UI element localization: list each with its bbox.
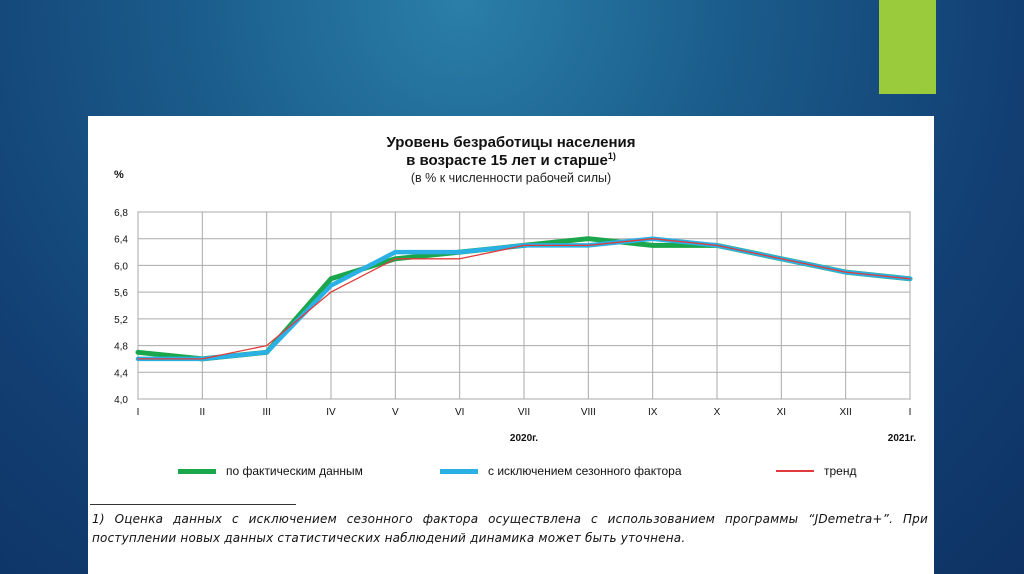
y-tick-label: 6,0: [114, 261, 128, 272]
x-tick-label: IX: [648, 407, 658, 418]
x-tick-label: X: [714, 407, 721, 418]
x-tick-label: V: [392, 407, 399, 418]
legend-label-actual: по фактическим данным: [226, 464, 363, 478]
legend-swatch-trend: [776, 470, 814, 472]
chart-title-line2-text: в возрасте 15 лет и старше: [406, 152, 608, 169]
x-tick-label: III: [262, 407, 270, 418]
y-tick-label: 5,2: [114, 315, 128, 326]
y-tick-label: 4,4: [114, 368, 128, 379]
y-tick-label: 6,8: [114, 208, 128, 219]
y-tick-label: 4,0: [114, 395, 128, 406]
x-tick-label: XI: [777, 407, 786, 418]
y-tick-label: 4,8: [114, 342, 128, 353]
x-tick-label: XII: [840, 407, 852, 418]
accent-bar: [879, 0, 936, 94]
y-tick-label: 6,4: [114, 235, 128, 246]
chart-legend: по фактическим данным с исключением сезо…: [88, 456, 934, 486]
legend-label-trend: тренд: [824, 464, 857, 478]
legend-swatch-actual: [178, 468, 216, 474]
title-footnote-mark: 1): [607, 151, 616, 161]
y-tick-label: 5,6: [114, 288, 128, 299]
footnote-text: 1) Оценка данных с исключением сезонного…: [92, 512, 928, 545]
y-axis-unit: %: [114, 169, 124, 181]
legend-swatch-seasonal: [440, 468, 478, 474]
chart-card: Уровень безработицы населения в возрасте…: [88, 116, 934, 574]
legend-item-actual: по фактическим данным: [178, 464, 363, 478]
x-tick-label: VI: [455, 407, 464, 418]
legend-label-seasonal: с исключением сезонного фактора: [488, 464, 682, 478]
footnote-divider: [90, 504, 296, 505]
x-tick-label: II: [200, 407, 206, 418]
chart-title-line2: в возрасте 15 лет и старше1): [88, 151, 934, 169]
legend-item-trend: тренд: [776, 464, 856, 478]
legend-item-seasonal: с исключением сезонного фактора: [440, 464, 682, 478]
x-tick-label: VIII: [581, 407, 596, 418]
chart-title-line1: Уровень безработицы населения: [386, 134, 636, 151]
x-tick-label: I: [137, 407, 140, 418]
x-tick-label: VII: [518, 407, 530, 418]
year-label: 2021г.: [888, 433, 916, 444]
x-tick-label: IV: [326, 407, 336, 418]
year-label: 2020г.: [510, 433, 538, 444]
line-chart: 4,04,44,85,25,66,06,46,8I II III IV V VI VII VI…: [114, 208, 916, 444]
x-tick-label: I: [909, 407, 912, 418]
chart-subtitle: (в % к численности рабочей силы): [410, 171, 612, 185]
